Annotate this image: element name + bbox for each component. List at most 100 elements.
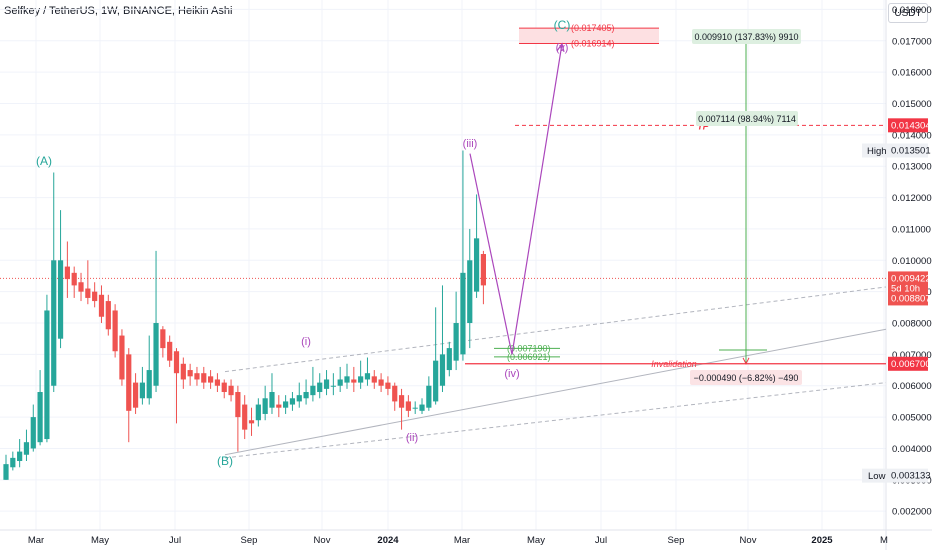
current-price-tag: 5d 10h	[891, 283, 920, 294]
candle-body	[276, 404, 282, 408]
y-tick-label: 0.018000	[892, 5, 932, 16]
x-tick-label: M	[880, 535, 888, 546]
candle-body	[180, 363, 186, 380]
candle-body	[460, 272, 466, 355]
y-tick-label: 0.006000	[892, 381, 932, 392]
projection-path	[469, 43, 563, 355]
invalidation-price-tag-bg	[888, 356, 928, 371]
candle-body	[385, 382, 391, 389]
candle-body	[221, 382, 227, 393]
y-tick-label: 0.014000	[892, 130, 932, 141]
y-tick-label: 0.008000	[892, 319, 932, 330]
x-tick-label: Jul	[595, 535, 607, 546]
candle-body	[23, 442, 30, 455]
candle-body	[51, 260, 57, 386]
x-tick-label: 2025	[811, 535, 833, 546]
candle-body	[30, 417, 36, 449]
candle-body	[262, 398, 268, 414]
candle-body	[92, 291, 98, 302]
candle-body	[323, 379, 330, 389]
candle-body	[235, 392, 241, 418]
candle-body	[160, 329, 166, 349]
channel-top-line	[224, 286, 887, 373]
high-tag: High	[867, 146, 887, 157]
candle-body	[371, 376, 377, 383]
candle-body	[57, 260, 64, 339]
candle-body	[378, 379, 384, 386]
tp-label: TP	[697, 121, 709, 131]
candle-body	[412, 407, 418, 409]
candle-body	[433, 360, 439, 402]
candle-body	[310, 385, 316, 396]
candle-body	[317, 382, 323, 393]
low-price-tag: 0.003133	[891, 471, 931, 482]
target-bottom-label: (0.016914)	[571, 38, 615, 48]
measure-label-tp: 0.007114 (98.94%) 7114	[698, 114, 796, 124]
current-price-tag-bg	[888, 271, 928, 306]
candle-body	[173, 351, 180, 374]
candle-body	[85, 288, 91, 298]
candle-body	[351, 379, 357, 383]
y-tick-label: 0.005000	[892, 413, 932, 424]
x-tick-label: Sep	[668, 535, 685, 546]
y-tick-label: 0.011000	[892, 224, 931, 235]
y-tick-label: 0.004000	[892, 444, 932, 455]
y-tick-label: 0.007000	[892, 350, 932, 361]
candle-body	[473, 238, 480, 292]
y-tick-label: 0.010000	[892, 256, 932, 267]
x-tick-label: Nov	[314, 535, 331, 546]
wave-label: (ii)	[406, 432, 418, 444]
measure-label-total-bg	[692, 29, 801, 44]
candle-body	[337, 379, 343, 386]
candle-body	[467, 260, 473, 324]
current-price-tag: 0.009422	[891, 273, 931, 284]
low-price-tag-bg	[888, 468, 928, 483]
invalidation-label: Invalidation	[651, 359, 697, 369]
tp-price-tag-bg	[888, 118, 928, 133]
entry-top-label: (0.007190)	[507, 343, 551, 353]
candle-body	[126, 354, 132, 411]
candle-body	[98, 294, 105, 317]
candle-body	[105, 301, 111, 330]
x-tick-label: Mar	[454, 535, 470, 546]
candle-body	[119, 335, 125, 380]
wave-label: (i)	[301, 336, 311, 348]
candle-body	[153, 323, 159, 386]
entry-bottom-label: (0.006921)	[507, 352, 551, 362]
measure-label-tp-bg	[696, 111, 798, 126]
candle-body	[78, 282, 84, 292]
target-zone	[519, 28, 659, 44]
candle-body	[167, 341, 173, 361]
currency-selector[interactable]: USDT	[888, 3, 928, 23]
measure-label-total: 0.009910 (137.83%) 9910	[694, 32, 798, 42]
candle-body	[426, 385, 432, 408]
candle-body	[364, 373, 371, 380]
tp-price-tag: 0.014304	[891, 120, 931, 131]
candle-body	[405, 401, 411, 411]
candle-body	[303, 392, 309, 399]
x-tick-label: Jul	[169, 535, 181, 546]
x-tick-label: 2024	[377, 535, 399, 546]
candle-body	[71, 272, 77, 286]
wave-label: (iv)	[504, 368, 519, 380]
candle-body	[344, 376, 350, 383]
candle-body	[296, 395, 302, 402]
y-tick-label: 0.012000	[892, 193, 932, 204]
candle-body	[44, 310, 50, 440]
candle-body	[37, 392, 43, 443]
wave-label: (iii)	[463, 138, 478, 150]
candle-body	[112, 310, 118, 352]
projection-arrow	[556, 42, 565, 53]
high-price-tag: 0.013501	[891, 146, 931, 157]
measure-arrow-down	[742, 357, 750, 365]
x-tick-label: Mar	[28, 535, 44, 546]
invalidation-price-tag: 0.006700	[891, 359, 931, 370]
candle-body	[398, 395, 405, 408]
candle-body	[283, 401, 289, 408]
candle-body	[64, 266, 70, 280]
measure-label-down: −0.000490 (−6.82%) −490	[694, 373, 799, 383]
candle-body	[10, 457, 16, 468]
measure-label-down-bg	[690, 370, 802, 385]
candle-body	[214, 379, 221, 386]
